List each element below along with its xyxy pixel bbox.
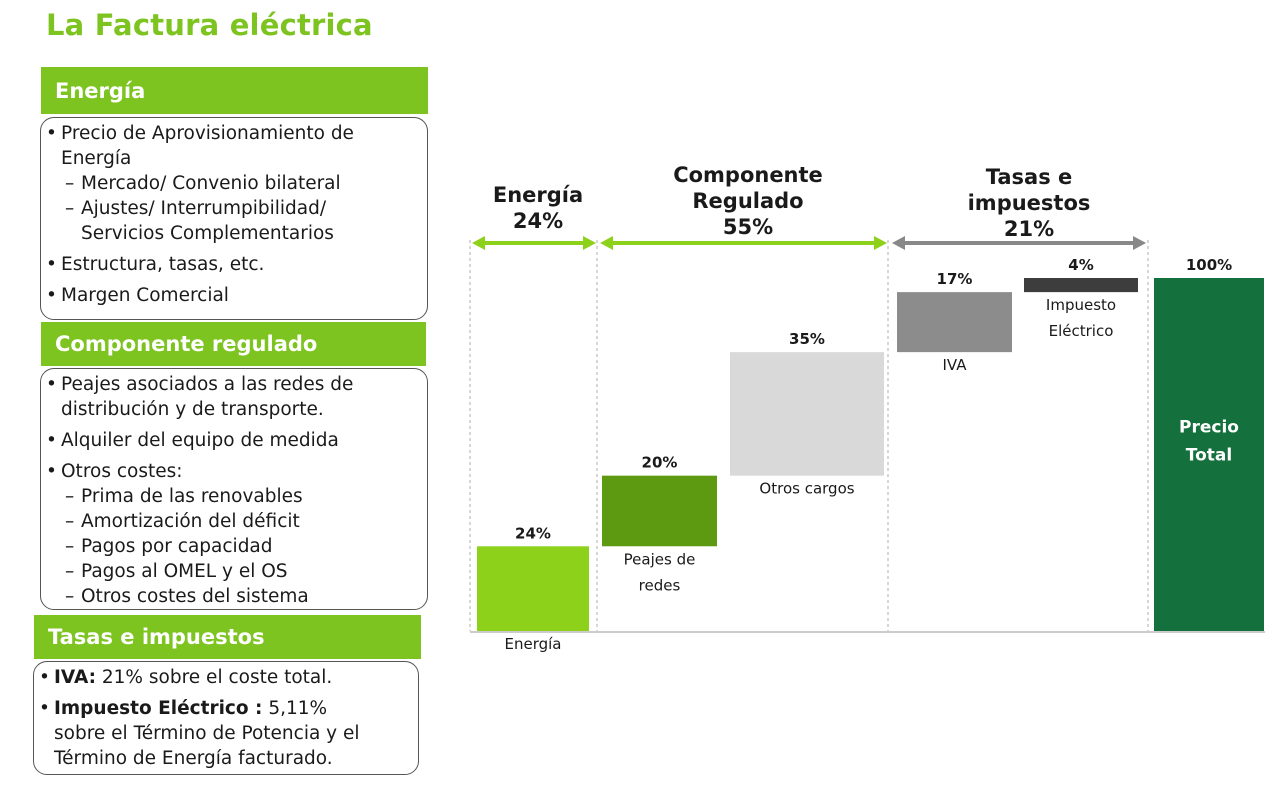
list-item: Alquiler del equipo de medida — [41, 428, 419, 453]
group-arrow-head-right-0 — [583, 236, 596, 250]
bar-0 — [477, 546, 589, 631]
list-item-iva: IVA: 21% sobre el coste total. — [34, 665, 410, 690]
impuesto-text-1: 5,11% — [262, 698, 328, 719]
group-heading-1-line-1: Regulado — [692, 189, 803, 213]
section-heading-tasas: Tasas e impuestos — [34, 615, 421, 659]
bar-category-label-1-line-1: redes — [639, 576, 681, 594]
group-heading-1-line-2: 55% — [723, 215, 773, 239]
list-item: Término de Energía facturado. — [54, 748, 333, 769]
group-heading-2-line-2: 21% — [1004, 217, 1054, 241]
regulado-box: Peajes asociados a las redes de distribu… — [40, 368, 428, 610]
bar-value-label-4: 4% — [1068, 256, 1093, 274]
energia-box: Precio de Aprovisionamiento de Energía M… — [40, 117, 428, 320]
iva-label: IVA: — [54, 667, 97, 688]
bar-value-label-0: 24% — [515, 524, 551, 542]
group-arrow-head-right-1 — [874, 236, 887, 250]
iva-text: 21% sobre el coste total. — [96, 667, 333, 688]
group-arrow-head-left-0 — [472, 236, 485, 250]
list-item: Otros costes: — [41, 459, 419, 484]
bar-category-label-4-line-0: Impuesto — [1046, 296, 1116, 314]
list-item: Margen Comercial — [41, 283, 419, 308]
group-heading-2-line-0: Tasas e — [986, 165, 1073, 189]
group-arrow-head-right-2 — [1133, 236, 1146, 250]
group-heading-1-line-0: Componente — [673, 163, 823, 187]
section-heading-energia: Energía — [41, 67, 428, 114]
bar-3 — [897, 292, 1012, 353]
bar-category-label-1-line-0: Peajes de — [624, 550, 696, 568]
list-item: Otros costes del sistema — [41, 584, 419, 609]
list-item: Pagos por capacidad — [41, 534, 419, 559]
list-item: Ajustes/ Interrumpibilidad/ — [41, 196, 419, 221]
group-heading-0-line-1: 24% — [513, 209, 563, 233]
bar-2 — [730, 352, 884, 476]
list-item: distribución y de transporte. — [61, 399, 324, 420]
group-heading-0-line-0: Energía — [493, 183, 583, 207]
list-item: Servicios Complementarios — [81, 223, 334, 244]
tasas-box: IVA: 21% sobre el coste total. Impuesto … — [33, 661, 419, 775]
group-arrow-head-left-2 — [892, 236, 905, 250]
page-title: La Factura eléctrica — [46, 8, 373, 42]
section-heading-energia-text: Energía — [55, 78, 146, 103]
bar-category-label-5-line-0: Precio — [1179, 418, 1239, 438]
bar-value-label-3: 17% — [937, 270, 973, 288]
bar-value-label-5: 100% — [1186, 256, 1232, 274]
group-heading-2-line-1: impuestos — [968, 191, 1091, 215]
list-item: Pagos al OMEL y el OS — [41, 559, 419, 584]
bar-category-label-2-line-0: Otros cargos — [759, 480, 854, 498]
list-item-impuesto: Impuesto Eléctrico : 5,11% — [34, 696, 410, 721]
list-item: Precio de Aprovisionamiento de — [41, 121, 419, 146]
bar-category-label-4-line-1: Eléctrico — [1049, 322, 1114, 340]
bar-5 — [1154, 278, 1264, 631]
bar-value-label-2: 35% — [789, 330, 825, 348]
list-item: Mercado/ Convenio bilateral — [41, 171, 419, 196]
list-item: sobre el Término de Potencia y el — [54, 723, 360, 744]
section-heading-regulado-text: Componente regulado — [55, 332, 318, 356]
bar-category-label-5-line-1: Total — [1186, 446, 1232, 466]
impuesto-label: Impuesto Eléctrico : — [54, 698, 263, 719]
list-item: Peajes asociados a las redes de — [41, 372, 419, 397]
bar-1 — [602, 475, 717, 547]
list-item: Prima de las renovables — [41, 484, 419, 509]
list-item: Amortización del déficit — [41, 509, 419, 534]
group-arrow-head-left-1 — [600, 236, 613, 250]
bar-value-label-1: 20% — [642, 454, 678, 472]
bar-category-label-3-line-0: IVA — [943, 356, 968, 374]
section-heading-tasas-text: Tasas e impuestos — [48, 625, 265, 649]
bar-4 — [1024, 278, 1138, 293]
bar-category-label-0-line-0: Energía — [505, 635, 562, 653]
list-item: Energía — [61, 148, 132, 169]
list-item: Estructura, tasas, etc. — [41, 252, 419, 277]
section-heading-regulado: Componente regulado — [41, 322, 426, 366]
